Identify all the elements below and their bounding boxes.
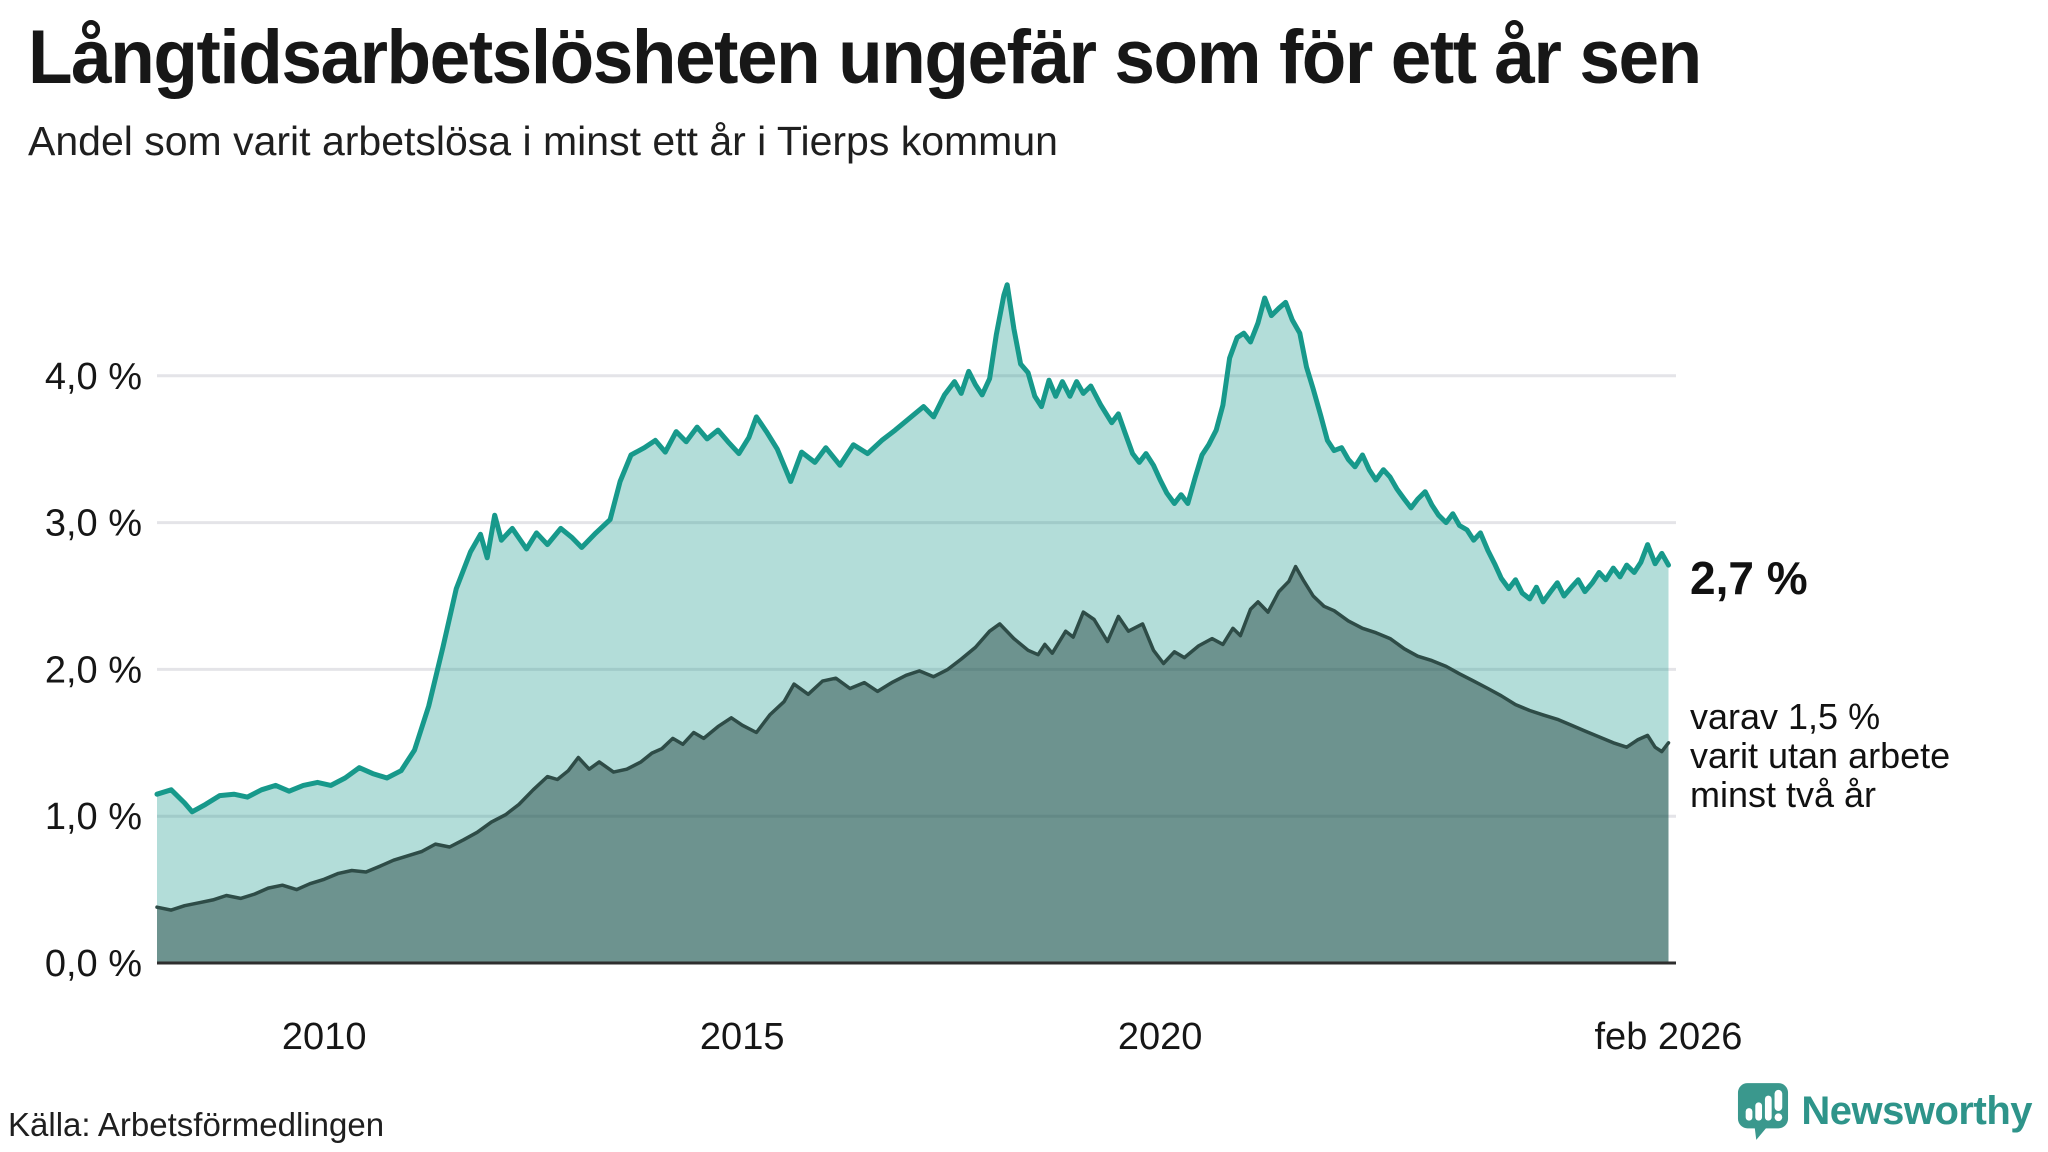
chart-subtitle: Andel som varit arbetslösa i minst ett å… — [28, 118, 1058, 164]
x-tick-label: 2010 — [282, 1016, 367, 1058]
area-fill-one-year — [157, 284, 1669, 963]
newsworthy-logo: Newsworthy — [1737, 1082, 2032, 1140]
y-tick-label: 3,0 % — [45, 503, 142, 545]
secondary-annotation-line: minst två år — [1690, 774, 1877, 815]
y-tick-label: 2,0 % — [45, 649, 142, 691]
line-two-years — [155, 564, 1671, 912]
y-tick-label: 1,0 % — [45, 796, 142, 838]
area-fill-two-years — [157, 566, 1669, 963]
line-one-year — [154, 282, 1671, 815]
secondary-annotation-line: varav 1,5 % — [1690, 696, 1881, 737]
y-tick-label: 0,0 % — [45, 943, 142, 985]
page-title: Långtidsarbetslösheten ungefär som för e… — [28, 15, 1702, 100]
secondary-value-annotation: varav 1,5 % varit utan arbete minst två … — [1690, 697, 1950, 814]
source-attribution: Källa: Arbetsförmedlingen — [8, 1106, 385, 1143]
latest-value-annotation: 2,7 % — [1690, 552, 1808, 604]
x-tick-label: 2020 — [1118, 1016, 1203, 1058]
y-tick-label: 4,0 % — [45, 356, 142, 398]
secondary-annotation-line: varit utan arbete — [1690, 735, 1951, 776]
x-tick-label: 2015 — [700, 1016, 785, 1058]
newsworthy-speech-bubble-chart-icon — [1737, 1082, 1789, 1140]
x-tick-label: feb 2026 — [1595, 1016, 1743, 1058]
newsworthy-wordmark: Newsworthy — [1801, 1088, 2032, 1133]
